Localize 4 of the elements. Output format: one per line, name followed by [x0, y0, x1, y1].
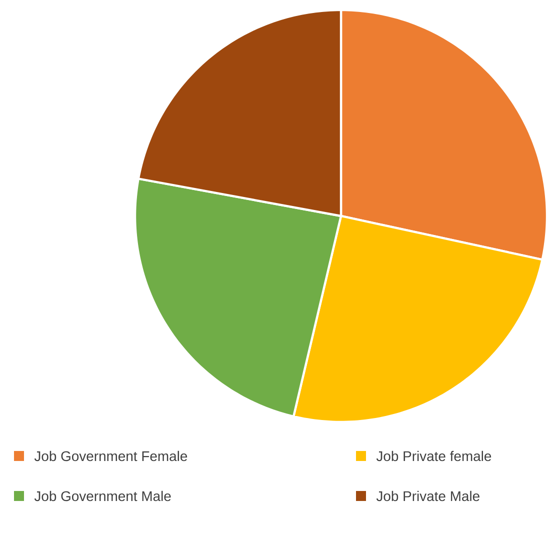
legend-label: Job Government Male [34, 490, 171, 502]
legend-label: Job Government Female [34, 450, 188, 462]
legend-label: Job Private Male [376, 490, 480, 502]
legend-label: Job Private female [376, 450, 492, 462]
